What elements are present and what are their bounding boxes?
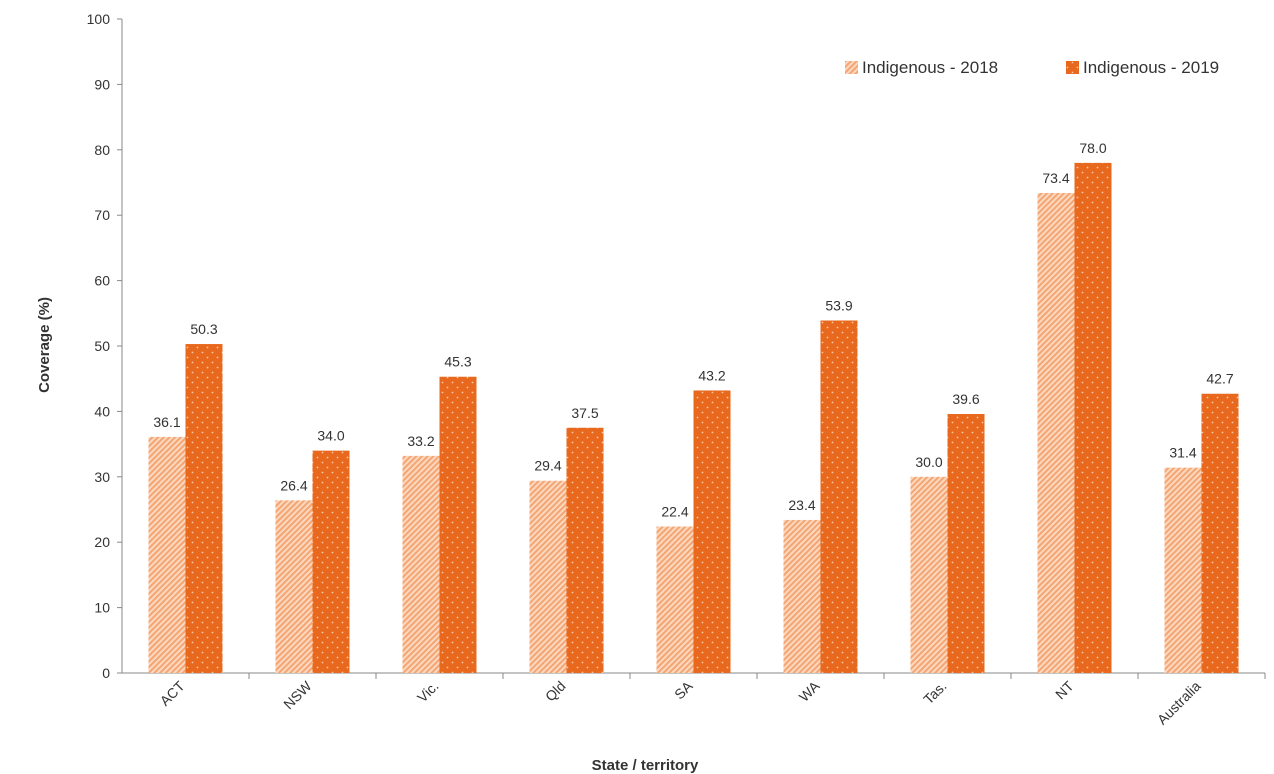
bar-2018 [402,455,440,673]
data-label: 43.2 [698,367,725,383]
y-tick-label: 90 [94,76,110,92]
x-tick-label: ACT [157,677,188,708]
x-tick-label: Australia [1154,678,1204,728]
y-tick-label: 80 [94,142,110,158]
data-label: 22.4 [661,504,688,520]
y-tick-label: 20 [94,534,110,550]
data-label: 36.1 [153,414,180,430]
y-tick-label: 30 [94,469,110,485]
data-label: 29.4 [534,458,561,474]
y-tick-label: 60 [94,273,110,289]
bar-2018 [1037,192,1075,674]
bar-2019 [185,344,223,673]
x-tick-label: NSW [280,677,315,712]
data-label: 45.3 [444,354,471,370]
legend-label-2019: Indigenous - 2019 [1083,58,1219,77]
bar-2018 [783,519,821,673]
bar-2018 [148,436,186,673]
x-tick-label: Tas. [920,678,949,707]
x-tick-label: Qld [542,678,569,705]
bar-2019 [1201,393,1239,673]
data-label: 26.4 [280,477,307,493]
bar-2018 [275,500,313,673]
bar-2018 [529,480,567,673]
y-tick-label: 10 [94,600,110,616]
bar-2019 [693,390,731,673]
x-axis-title: State / territory [592,757,699,774]
data-label: 39.6 [952,391,979,407]
data-label: 37.5 [571,405,598,421]
y-tick-label: 70 [94,207,110,223]
legend-swatch-2018 [845,61,858,74]
y-tick-label: 40 [94,403,110,419]
x-tick-label: NT [1052,677,1077,702]
y-tick-label: 0 [102,665,110,681]
bar-2018 [656,526,694,673]
data-label: 33.2 [407,433,434,449]
data-label: 30.0 [915,454,942,470]
bar-2018 [1164,467,1202,673]
bar-2018 [910,476,948,673]
legend-label-2018: Indigenous - 2018 [862,58,998,77]
x-tick-label: WA [796,677,823,704]
data-label: 73.4 [1042,170,1069,186]
bar-2019 [439,376,477,673]
y-tick-label: 50 [94,338,110,354]
x-tick-label: Vic. [414,678,442,706]
data-label: 31.4 [1169,445,1196,461]
bar-2019 [947,414,985,673]
data-label: 50.3 [190,321,217,337]
bar-2019 [820,320,858,673]
legend: Indigenous - 2018 Indigenous - 2019 [845,58,1219,77]
y-tick-label: 100 [87,11,111,27]
data-label: 78.0 [1079,140,1106,156]
bar-2019 [1074,162,1112,673]
data-label: 23.4 [788,497,815,513]
plot-area: 0 10 20 30 40 50 60 70 80 90 100 36.1 50.3 ACT 26.4 34.… [87,11,1266,728]
bar-2019 [312,450,350,673]
x-tick-label: SA [671,677,696,702]
data-label: 53.9 [825,297,852,313]
data-label: 34.0 [317,428,344,444]
y-axis-title: Coverage (%) [36,297,53,393]
bar-2019 [566,427,604,673]
legend-swatch-2019 [1066,61,1079,74]
data-label: 42.7 [1206,371,1233,387]
